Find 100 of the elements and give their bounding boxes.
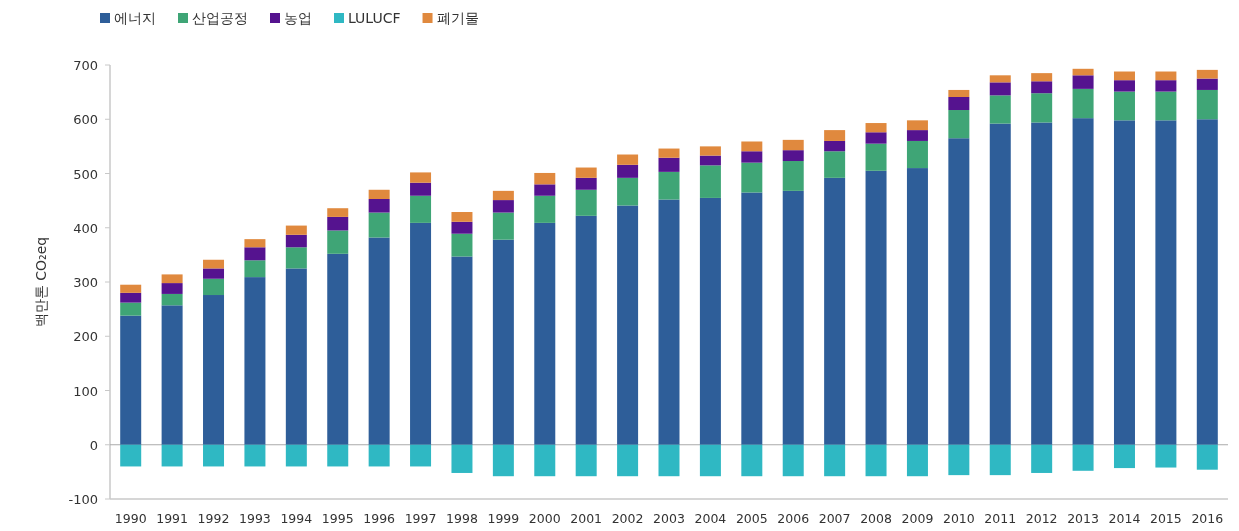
- bar: [865, 143, 887, 171]
- bar: [285, 268, 307, 445]
- bar: [410, 222, 432, 445]
- x-tick-label: 1998: [446, 511, 478, 526]
- bar: [1072, 88, 1094, 119]
- y-tick-label: 400: [73, 220, 98, 236]
- bar: [575, 215, 597, 445]
- y-tick-label: 500: [73, 166, 98, 182]
- x-tick-label: 1996: [363, 511, 396, 526]
- x-tick-label: 2005: [735, 511, 768, 526]
- y-tick-label: 0: [89, 437, 98, 453]
- bar: [285, 247, 307, 269]
- bar: [1072, 68, 1094, 76]
- x-tick-label: 2013: [1067, 511, 1099, 526]
- x-tick-label: 1997: [404, 511, 437, 526]
- bar: [658, 199, 680, 445]
- bar: [989, 82, 1011, 96]
- x-tick-label: 2003: [653, 511, 685, 526]
- bar: [410, 444, 432, 467]
- bar: [741, 151, 763, 163]
- bar: [699, 165, 721, 198]
- bar: [203, 444, 225, 467]
- bar: [1155, 91, 1177, 121]
- x-tick-label: 2007: [818, 511, 851, 526]
- bar: [824, 444, 846, 477]
- x-tick-label: 1990: [114, 511, 147, 526]
- bar: [1031, 81, 1053, 94]
- bar: [451, 233, 473, 257]
- bar: [865, 444, 887, 477]
- bar: [410, 195, 432, 223]
- y-tick-label: 100: [73, 383, 98, 399]
- bar: [451, 256, 473, 445]
- bar: [244, 260, 266, 278]
- bar: [1155, 80, 1177, 92]
- bar: [617, 205, 639, 445]
- x-tick-label: 2010: [942, 511, 975, 526]
- bar: [1031, 444, 1053, 473]
- bar: [285, 444, 307, 467]
- bar: [1072, 75, 1094, 89]
- x-tick-label: 2000: [528, 511, 561, 526]
- bar: [120, 315, 142, 445]
- bar: [575, 444, 597, 477]
- bar: [617, 177, 639, 206]
- x-tick-label: 2015: [1149, 511, 1182, 526]
- x-tick-label: 2002: [611, 511, 644, 526]
- bar: [534, 172, 556, 185]
- bar: [1031, 122, 1053, 445]
- x-tick-label: 1995: [321, 511, 354, 526]
- y-tick-label: 200: [73, 329, 98, 345]
- bar: [948, 110, 970, 139]
- bar: [1196, 89, 1218, 120]
- bar: [699, 197, 721, 445]
- bar: [244, 444, 266, 467]
- bar: [948, 138, 970, 445]
- bar: [658, 148, 680, 158]
- bar: [244, 247, 266, 261]
- bar: [1196, 444, 1218, 470]
- x-tick-label: 1993: [239, 511, 271, 526]
- bar: [575, 189, 597, 216]
- bar: [989, 444, 1011, 476]
- y-tick-label: -100: [68, 492, 98, 507]
- bar: [410, 182, 432, 196]
- bar: [161, 283, 183, 294]
- bar: [203, 259, 225, 269]
- bar: [492, 239, 514, 445]
- bar: [492, 200, 514, 213]
- x-tick-label: 2014: [1108, 511, 1141, 526]
- bar: [617, 444, 639, 477]
- y-tick-label: 300: [73, 275, 98, 290]
- bar: [120, 302, 142, 316]
- bar: [658, 157, 680, 172]
- y-axis-title: 백만톤 CO₂eq: [33, 236, 49, 328]
- legend-label: 에너지: [114, 10, 156, 26]
- bar: [741, 162, 763, 193]
- bar: [575, 177, 597, 190]
- bar: [244, 277, 266, 445]
- bar: [368, 444, 390, 467]
- bar: [741, 141, 763, 152]
- bar: [699, 146, 721, 156]
- bar: [1072, 444, 1094, 471]
- bar: [865, 132, 887, 144]
- legend-label: 산업공정: [192, 10, 248, 26]
- bar: [327, 230, 349, 254]
- bar: [161, 293, 183, 306]
- bar: [368, 199, 390, 213]
- bar: [161, 305, 183, 445]
- bar: [1113, 80, 1135, 92]
- legend-label: 폐기물: [436, 10, 479, 26]
- x-tick-label: 2012: [1025, 511, 1058, 526]
- bar: [906, 140, 928, 169]
- y-tick-label: 600: [73, 112, 98, 128]
- bar: [1196, 119, 1218, 445]
- bar: [203, 295, 225, 445]
- bar: [906, 168, 928, 445]
- bar: [658, 444, 680, 477]
- bar: [699, 155, 721, 166]
- bar: [865, 123, 887, 133]
- x-tick-label: 2011: [984, 511, 1017, 526]
- bar: [327, 216, 349, 231]
- bar: [906, 120, 928, 131]
